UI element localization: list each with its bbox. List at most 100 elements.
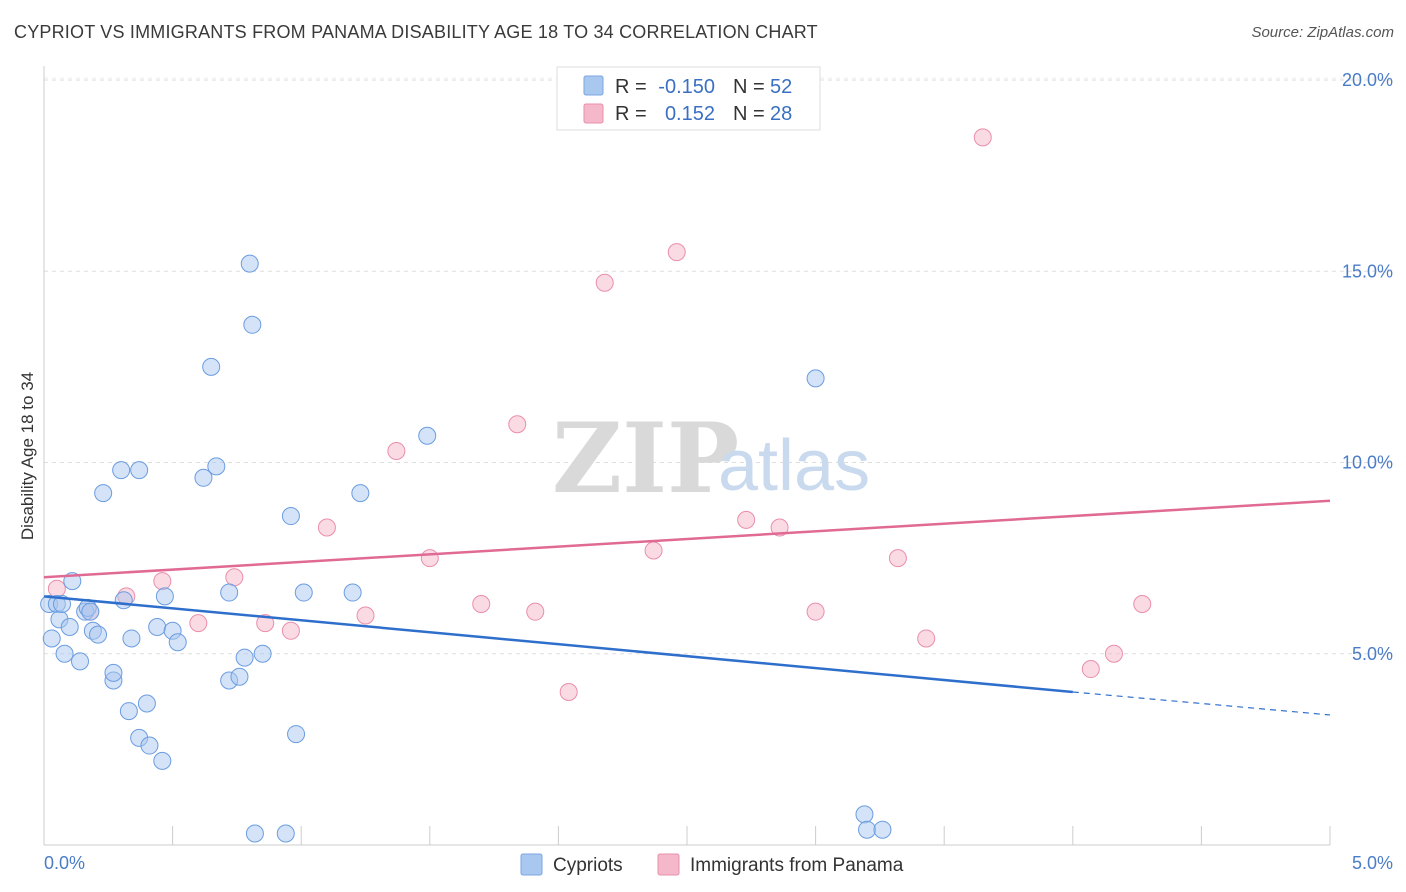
cypriot-point-51 <box>53 595 72 614</box>
cypriot-point-23 <box>140 736 159 755</box>
panama-point-10 <box>387 442 406 461</box>
cypriot-point-45 <box>351 484 370 503</box>
stats-legend: R = -0.150 N = 52 R = 0.152 N = 28 <box>556 66 821 131</box>
legend-swatch-cypriots <box>583 75 604 96</box>
cypriot-point-28 <box>168 633 187 652</box>
panama-point-14 <box>526 602 545 621</box>
panama-point-4 <box>189 614 208 633</box>
cypriot-point-31 <box>207 457 226 476</box>
legend-n-label-panama: N = <box>733 103 765 125</box>
cypriot-point-43 <box>294 583 313 602</box>
cypriot-point-44 <box>343 583 362 602</box>
cypriot-point-40 <box>276 824 295 843</box>
cypriot-point-48 <box>855 805 874 824</box>
panama-point-15 <box>559 683 578 701</box>
legend-n-value-cypriots: 52 <box>770 76 792 98</box>
cypriot-trendline-extension <box>1072 691 1331 716</box>
trendlines <box>43 499 1331 716</box>
y-tick-labels: 5.0% 10.0% 15.0% 20.0% <box>1342 70 1393 664</box>
cypriot-point-25 <box>153 751 172 770</box>
watermark: ZIP atlas <box>552 402 870 515</box>
legend-r-label-cypriots: R = <box>615 76 647 98</box>
legend-r-value-panama: 0.152 <box>665 103 715 125</box>
cypriot-point-39 <box>253 644 272 663</box>
panama-point-25 <box>1081 660 1100 679</box>
panama-point-7 <box>281 621 300 640</box>
x-ticks <box>43 826 1331 845</box>
cypriot-point-46 <box>418 426 437 445</box>
panama-point-12 <box>472 595 491 614</box>
cypriot-point-16 <box>112 461 131 480</box>
legend-n-label-cypriots: N = <box>733 76 765 98</box>
panama-point-17 <box>644 541 663 560</box>
panama-point-18 <box>667 243 686 262</box>
cypriot-point-36 <box>240 254 259 273</box>
panama-point-8 <box>317 518 336 537</box>
y-tick-label-15: 15.0% <box>1342 261 1393 281</box>
y-tick-label-5: 5.0% <box>1352 644 1393 664</box>
cypriot-point-17 <box>114 591 133 610</box>
panama-point-27 <box>1133 595 1152 614</box>
cypriot-point-47 <box>806 369 825 388</box>
panama-point-16 <box>595 273 614 292</box>
cypriot-point-24 <box>148 617 167 636</box>
panama-point-20 <box>770 518 789 537</box>
panama-point-9 <box>356 606 375 625</box>
watermark-atlas: atlas <box>718 426 870 506</box>
cypriot-point-4 <box>55 644 74 663</box>
legend-r-label-panama: R = <box>615 103 647 125</box>
cypriot-point-26 <box>155 587 174 606</box>
cypriot-point-42 <box>287 725 306 744</box>
cypriot-point-49 <box>858 820 877 839</box>
panama-point-3 <box>153 572 172 591</box>
legend-swatch-panama <box>583 103 604 124</box>
cypriot-point-38 <box>245 824 264 843</box>
bottom-legend-swatch-panama <box>657 853 680 876</box>
cypriot-point-1 <box>42 629 61 648</box>
x-tick-label-min: 0.0% <box>44 853 85 873</box>
cypriot-point-12 <box>81 602 100 621</box>
cypriot-point-29 <box>194 468 213 487</box>
cypriot-point-15 <box>104 663 123 682</box>
gridlines <box>44 77 1393 655</box>
panama-point-21 <box>806 602 825 621</box>
cypriot-point-34 <box>230 667 249 686</box>
chart-title: CYPRIOT VS IMMIGRANTS FROM PANAMA DISABI… <box>14 22 818 42</box>
cypriot-point-50 <box>873 820 892 839</box>
bottom-legend: Cypriots Immigrants from Panama <box>520 853 904 876</box>
panama-point-26 <box>1104 644 1123 663</box>
y-tick-label-10: 10.0% <box>1342 453 1393 473</box>
cypriot-point-18 <box>119 702 138 721</box>
panama-point-11 <box>420 549 439 568</box>
panama-point-24 <box>973 128 992 147</box>
cypriot-point-11 <box>89 625 108 644</box>
cypriot-point-19 <box>122 629 141 648</box>
panama-point-6 <box>256 614 275 633</box>
bottom-legend-label-panama: Immigrants from Panama <box>690 855 904 876</box>
cypriot-point-21 <box>130 461 149 480</box>
cypriot-point-35 <box>235 648 254 667</box>
cypriot-point-22 <box>137 694 156 713</box>
panama-point-23 <box>917 629 936 648</box>
panama-point-13 <box>508 415 527 434</box>
panama-trendline <box>43 499 1331 579</box>
watermark-zip: ZIP <box>552 402 739 515</box>
bottom-legend-swatch-cypriots <box>520 853 543 876</box>
chart-source: Source: ZipAtlas.com <box>1251 24 1394 41</box>
cypriot-trendline <box>43 595 1073 694</box>
panama-point-22 <box>888 549 907 568</box>
panama-point-5 <box>225 568 244 587</box>
legend-r-value-cypriots: -0.150 <box>658 76 715 98</box>
legend-n-value-panama: 28 <box>770 103 792 125</box>
cypriot-point-5 <box>60 617 79 636</box>
cypriot-point-41 <box>281 507 300 526</box>
panama-point-0 <box>47 579 66 598</box>
cypriot-point-6 <box>71 652 90 671</box>
cypriot-points <box>40 254 892 843</box>
y-tick-label-20: 20.0% <box>1342 70 1393 90</box>
bottom-legend-label-cypriots: Cypriots <box>553 855 623 876</box>
panama-point-19 <box>737 510 756 529</box>
x-tick-label-max: 5.0% <box>1352 853 1393 873</box>
cypriot-point-37 <box>243 315 262 334</box>
